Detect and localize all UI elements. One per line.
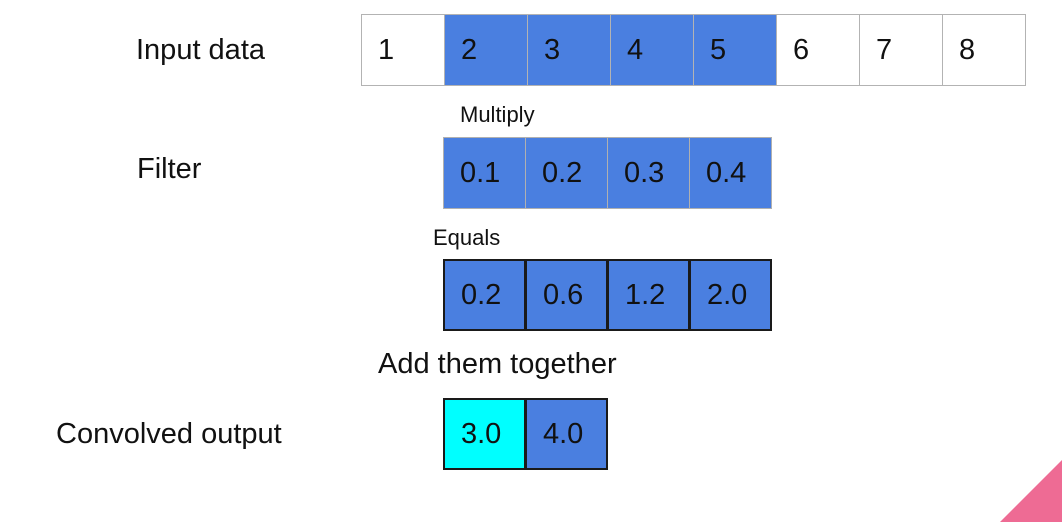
corner-accent-triangle xyxy=(1000,460,1062,522)
equals-label: Equals xyxy=(433,225,501,250)
multiply-label: Multiply xyxy=(460,102,535,127)
filter-label: Filter xyxy=(137,153,202,185)
input-cell-highlighted: 5 xyxy=(693,14,777,86)
input-cell-highlighted: 4 xyxy=(610,14,694,86)
convolved-output-label: Convolved output xyxy=(56,418,282,450)
product-cell: 0.6 xyxy=(525,259,608,331)
output-cell: 4.0 xyxy=(525,398,608,470)
filter-cell: 0.4 xyxy=(689,137,772,209)
add-together-label: Add them together xyxy=(378,348,617,380)
input-cell: 6 xyxy=(776,14,860,86)
input-cell: 7 xyxy=(859,14,943,86)
product-cell: 2.0 xyxy=(689,259,772,331)
input-cell-highlighted: 3 xyxy=(527,14,611,86)
input-cell: 1 xyxy=(361,14,445,86)
input-cell: 8 xyxy=(942,14,1026,86)
input-data-row: 1 2 3 4 5 6 7 8 xyxy=(361,14,1026,86)
filter-cell: 0.1 xyxy=(443,137,526,209)
filter-row: 0.1 0.2 0.3 0.4 xyxy=(443,137,772,209)
output-row: 3.0 4.0 xyxy=(443,398,608,470)
product-cell: 0.2 xyxy=(443,259,526,331)
product-row: 0.2 0.6 1.2 2.0 xyxy=(443,259,772,331)
output-cell-current: 3.0 xyxy=(443,398,526,470)
product-cell: 1.2 xyxy=(607,259,690,331)
filter-cell: 0.2 xyxy=(525,137,608,209)
input-data-label: Input data xyxy=(136,34,265,66)
filter-cell: 0.3 xyxy=(607,137,690,209)
input-cell-highlighted: 2 xyxy=(444,14,528,86)
